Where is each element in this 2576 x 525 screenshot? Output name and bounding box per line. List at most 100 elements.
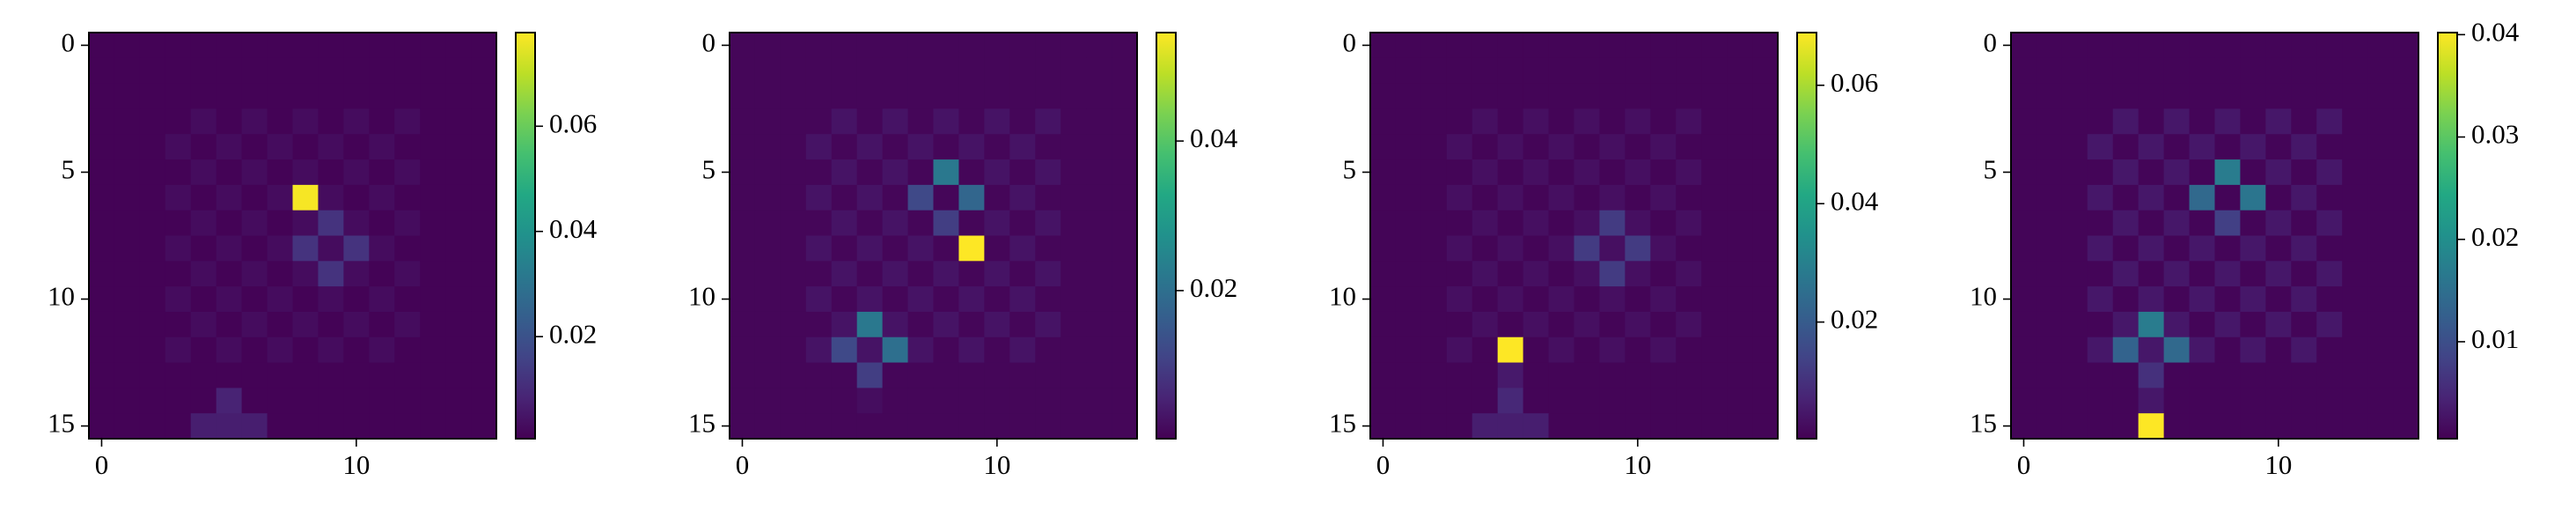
heatmap-cell: [730, 57, 756, 85]
heatmap-cell: [2036, 235, 2063, 262]
x-tick-label: 10: [342, 449, 370, 480]
heatmap-cell: [216, 108, 243, 135]
heatmap-cell: [2367, 57, 2394, 85]
heatmap-cell: [2036, 83, 2063, 109]
heatmap-cell: [2214, 286, 2241, 313]
heatmap-cell: [2265, 57, 2292, 85]
heatmap-cell: [2189, 83, 2215, 109]
heatmap-cell: [730, 388, 756, 414]
colorbar-tick-label: 0.04: [2471, 16, 2520, 47]
heatmap-cell: [1112, 336, 1138, 364]
heatmap-cell: [1523, 108, 1550, 135]
heatmap-cell: [2087, 261, 2114, 287]
heatmap-cell: [1727, 362, 1753, 388]
heatmap-cell: [89, 336, 115, 364]
heatmap-cell: [2291, 57, 2317, 85]
heatmap-cell: [1599, 134, 1626, 160]
heatmap-cell: [394, 83, 421, 109]
heatmap-cell: [2036, 57, 2063, 85]
heatmap-cell: [1676, 33, 1702, 59]
heatmap-cell: [2138, 108, 2165, 135]
heatmap-cell: [831, 33, 858, 59]
heatmap-cell: [2214, 413, 2241, 440]
heatmap-cell: [2138, 311, 2165, 338]
heatmap-cell: [165, 108, 192, 135]
heatmap-cell: [1497, 57, 1524, 85]
y-tick-label: 5: [1984, 154, 1998, 185]
heatmap-cell: [2112, 33, 2139, 59]
heatmap-cell: [2138, 134, 2165, 160]
heatmap-cell: [780, 388, 807, 414]
heatmap-cell: [2316, 413, 2343, 440]
heatmap-cell: [2240, 362, 2266, 388]
heatmap-cell: [2393, 210, 2419, 236]
heatmap-cell: [1548, 336, 1574, 364]
heatmap-cell: [856, 184, 884, 211]
heatmap-cell: [856, 57, 884, 85]
heatmap-cell: [1727, 388, 1753, 414]
heatmap-cell: [1650, 413, 1677, 440]
heatmap-cell: [394, 336, 421, 364]
heatmap-cell: [1548, 184, 1574, 211]
heatmap-cell: [805, 362, 833, 388]
heatmap-cell: [445, 261, 472, 287]
heatmap-cell: [1650, 286, 1677, 313]
heatmap-cell: [2061, 311, 2088, 338]
heatmap-cell: [2214, 108, 2241, 135]
heatmap-cell: [1395, 184, 1422, 211]
heatmap-cell: [190, 413, 217, 440]
heatmap-cell: [89, 388, 115, 414]
heatmap-cell: [1497, 33, 1524, 59]
heatmap-cell: [984, 83, 1010, 109]
heatmap-cell: [1548, 388, 1574, 414]
heatmap-cell: [1446, 184, 1473, 211]
heatmap-cell: [730, 159, 756, 186]
heatmap-cell: [907, 210, 934, 236]
heatmap-cell: [445, 159, 472, 186]
heatmap-cell: [984, 134, 1010, 160]
heatmap-cell: [318, 413, 344, 440]
heatmap-cell: [2036, 33, 2063, 59]
heatmap-cell: [754, 108, 782, 135]
heatmap-cell: [1009, 362, 1036, 388]
heatmap-cell: [1370, 108, 1397, 135]
heatmap-cell: [1752, 210, 1779, 236]
heatmap-cell: [2112, 336, 2139, 364]
heatmap-cell: [2112, 261, 2139, 287]
heatmap-cell: [114, 336, 141, 364]
y-tick-label: 0: [62, 27, 76, 58]
heatmap-cell: [1599, 388, 1626, 414]
heatmap-cell: [2214, 83, 2241, 109]
heatmap-cell: [2240, 57, 2266, 85]
heatmap-cell: [1471, 134, 1499, 160]
heatmap-cell: [394, 235, 421, 262]
heatmap-cell: [394, 311, 421, 338]
heatmap-cell: [1574, 159, 1600, 186]
heatmap-cell: [2061, 362, 2088, 388]
heatmap-cell: [139, 159, 166, 186]
heatmap-cell: [445, 336, 472, 364]
heatmap-cell: [2393, 413, 2419, 440]
heatmap-cell: [1752, 336, 1779, 364]
heatmap-cell: [1395, 210, 1422, 236]
heatmap-cell: [1497, 336, 1524, 364]
heatmap-cell: [2087, 413, 2114, 440]
heatmap-cell: [1420, 184, 1448, 211]
heatmap-cell: [805, 413, 833, 440]
heatmap-cell: [2342, 134, 2368, 160]
heatmap-cell: [754, 210, 782, 236]
heatmap-cell: [1446, 108, 1473, 135]
heatmap-cell: [445, 184, 472, 211]
heatmap-cell: [216, 235, 243, 262]
heatmap-cell: [933, 134, 959, 160]
heatmap-cell: [856, 311, 884, 338]
heatmap-cell: [2061, 413, 2088, 440]
colorbar-tick-label: 0.04: [1831, 185, 1879, 216]
heatmap-cell: [933, 388, 959, 414]
heatmap-cell: [1497, 159, 1524, 186]
heatmap-cell: [1060, 388, 1087, 414]
heatmap-cell: [1112, 134, 1138, 160]
heatmap-cell: [420, 336, 446, 364]
heatmap-cell: [2112, 311, 2139, 338]
heatmap-cell: [856, 362, 884, 388]
